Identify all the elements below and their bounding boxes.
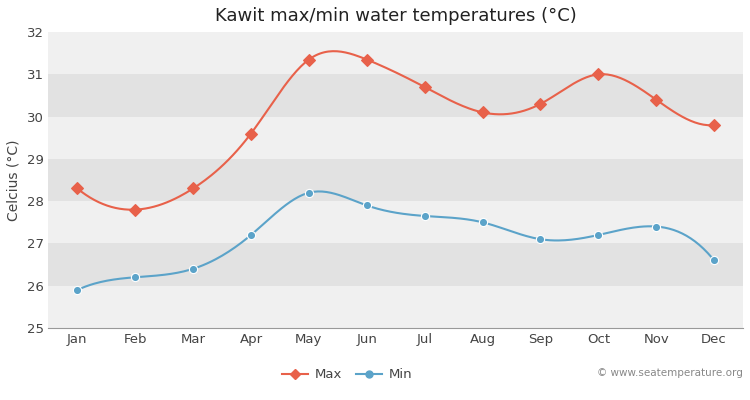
Point <box>187 185 199 192</box>
Point <box>708 122 720 128</box>
Title: Kawit max/min water temperatures (°C): Kawit max/min water temperatures (°C) <box>214 7 577 25</box>
Point <box>419 213 430 219</box>
Point <box>245 130 257 137</box>
Point <box>650 223 662 230</box>
Point <box>71 287 83 293</box>
Point <box>71 185 83 192</box>
Point <box>535 101 547 107</box>
Bar <box>48 159 743 201</box>
Legend: Max, Min: Max, Min <box>277 363 418 386</box>
Bar <box>48 32 743 74</box>
Point <box>361 56 373 63</box>
Point <box>361 202 373 208</box>
Point <box>592 232 604 238</box>
Point <box>476 219 488 226</box>
Point <box>187 266 199 272</box>
Point <box>708 257 720 264</box>
Point <box>303 56 315 63</box>
Bar <box>48 286 743 328</box>
Point <box>419 84 430 90</box>
Bar <box>48 74 743 117</box>
Point <box>476 109 488 116</box>
Y-axis label: Celcius (°C): Celcius (°C) <box>7 139 21 221</box>
Point <box>129 274 141 280</box>
Bar <box>48 244 743 286</box>
Bar <box>48 201 743 244</box>
Bar <box>48 117 743 159</box>
Point <box>303 190 315 196</box>
Point <box>535 236 547 242</box>
Text: © www.seatemperature.org: © www.seatemperature.org <box>597 368 743 378</box>
Point <box>245 232 257 238</box>
Point <box>650 96 662 103</box>
Point <box>129 206 141 213</box>
Point <box>592 71 604 78</box>
